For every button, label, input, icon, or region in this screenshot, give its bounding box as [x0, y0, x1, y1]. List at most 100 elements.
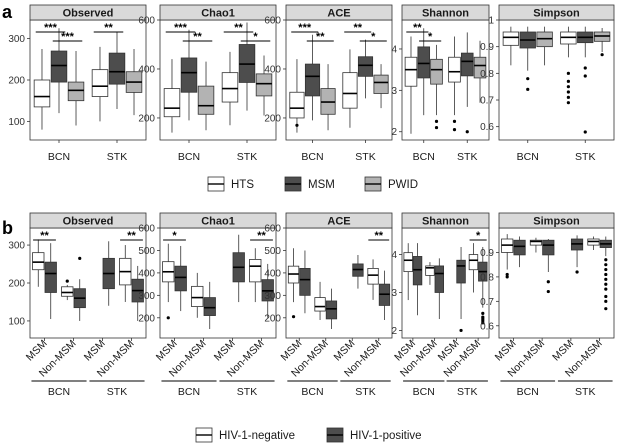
outlier-point [291, 315, 296, 319]
facet-title: Chao1 [201, 8, 235, 20]
box-iqr [32, 252, 45, 271]
box-hts [502, 26, 520, 66]
significance-label: *** [44, 22, 58, 34]
legend-row-a: HTS MSM PWID [207, 176, 418, 192]
box-hts [221, 51, 239, 126]
outlier-point [452, 128, 457, 132]
x-tick-label: MSM [212, 338, 238, 364]
outlier-point [604, 307, 608, 311]
x-tick-label: STK [355, 151, 375, 163]
box-msm [460, 32, 474, 134]
box-hiv-1-positive [599, 236, 612, 311]
box-hiv-1-positive [434, 258, 445, 320]
box-iqr [249, 259, 262, 283]
legend-item-hts: HTS [207, 176, 254, 192]
facet-title: ACE [327, 216, 350, 228]
outlier-point [465, 130, 469, 134]
facet-strip [159, 4, 277, 21]
facet-strip [401, 4, 490, 21]
box-hiv-1-positive [352, 254, 364, 289]
outlier-point [566, 79, 570, 83]
box-msm [519, 26, 536, 91]
significance-label: *** [61, 31, 75, 43]
y-tick-label: 4 [391, 44, 397, 55]
facet-title: ACE [327, 8, 350, 20]
legend-label: MSM [308, 179, 335, 191]
box-hiv-1-positive [131, 265, 144, 321]
x-tick-label: MSM [24, 338, 50, 364]
box-hiv-1-positive [570, 235, 584, 274]
significance-label: * [428, 31, 433, 43]
y-tick-label: 100 [8, 316, 25, 327]
y-tick-label: 0.6 [480, 122, 494, 133]
box-hiv-1-negative [587, 236, 600, 250]
y-tick-label: 4 [391, 250, 397, 261]
x-tick-label: BCN [301, 151, 323, 163]
box-iqr [513, 239, 526, 256]
y-tick-label: 600 [264, 16, 281, 27]
box-hts [448, 36, 461, 132]
legend-item-hiv-1-positive: HIV-1-positive [326, 427, 422, 443]
box-iqr [197, 85, 215, 115]
x-tick-label: MSM [82, 338, 108, 364]
box-hiv-1-positive [478, 246, 488, 325]
facet-strip [498, 4, 615, 21]
box-iqr [460, 52, 474, 77]
y-tick-label: 0.7 [480, 297, 494, 308]
group-label: STK [575, 386, 595, 398]
box-hts [560, 26, 577, 105]
box-iqr [357, 56, 374, 77]
outlier-point [604, 263, 608, 267]
box-iqr [456, 259, 466, 284]
y-tick-label: 0.8 [480, 69, 494, 80]
outlier-point [566, 71, 570, 75]
legend-label: HIV-1-positive [350, 430, 422, 442]
significance-label: * [476, 230, 481, 242]
box-iqr [304, 63, 321, 97]
outlier-point [546, 289, 550, 294]
x-tick-label: MSM [550, 338, 576, 364]
outlier-point [604, 272, 608, 277]
outlier-point [481, 311, 485, 315]
box-hiv-1-negative [119, 245, 132, 302]
box-iqr [403, 252, 413, 273]
y-tick-label: 200 [264, 113, 281, 124]
box-hts [33, 48, 51, 130]
box-iqr [430, 58, 443, 85]
box-iqr [529, 239, 543, 246]
outlier-point [604, 258, 608, 262]
significance-label: * [253, 31, 258, 43]
outlier-point [604, 282, 608, 286]
box-pwid [473, 40, 487, 103]
box-hiv-1-positive [174, 245, 187, 312]
facet-strip [285, 4, 393, 21]
significance-label: *** [174, 22, 188, 34]
outlier-point [604, 277, 608, 281]
legend-label: PWID [388, 179, 418, 191]
y-tick-label: 500 [264, 246, 281, 257]
box-hiv-1-negative [314, 281, 326, 321]
box-hiv-1-positive [232, 234, 245, 303]
group-label: STK [457, 386, 477, 398]
box-hts [289, 59, 305, 133]
box-hiv-1-positive [378, 270, 391, 321]
facet-strip [498, 212, 615, 229]
outlier-point [583, 74, 587, 78]
outlier-point [546, 280, 550, 284]
legend-item-pwid: PWID [364, 176, 418, 192]
outlier-point [526, 87, 530, 91]
box-iqr [299, 268, 311, 296]
box-msm [108, 32, 126, 109]
box-hiv-1-negative [529, 237, 543, 253]
y-tick-label: 200 [138, 313, 155, 324]
y-tick-label: 1 [488, 16, 494, 27]
box-pwid [593, 28, 611, 57]
significance-label: ** [257, 230, 266, 242]
y-tick-label: 2 [391, 127, 397, 138]
box-iqr [473, 56, 487, 79]
y-tick-label: 0.8 [480, 272, 494, 283]
facet-title: Shannon [422, 8, 469, 20]
